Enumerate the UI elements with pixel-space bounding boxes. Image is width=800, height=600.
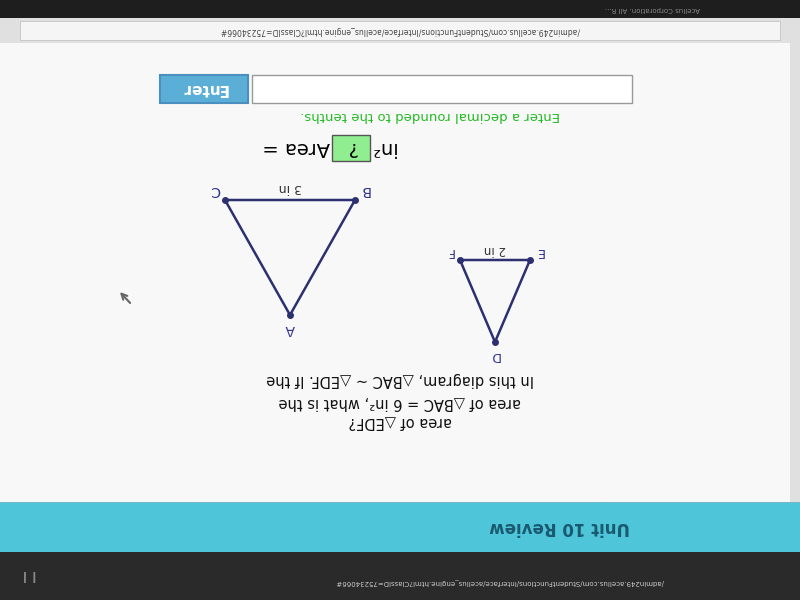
- Text: Unit 10 Review: Unit 10 Review: [490, 518, 630, 536]
- Bar: [0, 43, 800, 502]
- Bar: [0, 0, 800, 18]
- Text: Area =: Area =: [256, 139, 330, 157]
- Bar: [0, 502, 800, 552]
- Text: 2 in: 2 in: [484, 242, 506, 256]
- Text: ❙❙: ❙❙: [20, 571, 46, 581]
- Text: D: D: [490, 349, 500, 361]
- Text: E: E: [536, 245, 544, 257]
- Bar: [0, 552, 800, 600]
- Text: /admin249.acellus.com/StudentFunctions/Interface/acellus_engine.html?ClassID=752: /admin249.acellus.com/StudentFunctions/I…: [221, 26, 579, 35]
- Text: B: B: [360, 183, 370, 197]
- Bar: [0, 18, 800, 43]
- Bar: [20, 21, 780, 40]
- Bar: [160, 75, 248, 103]
- Bar: [790, 43, 800, 502]
- Text: 3 in: 3 in: [278, 181, 302, 193]
- Text: A: A: [286, 322, 294, 336]
- Text: Enter a decimal rounded to the tenths.: Enter a decimal rounded to the tenths.: [300, 109, 560, 121]
- Text: Enter: Enter: [181, 82, 227, 97]
- Text: area of △EDF?: area of △EDF?: [348, 415, 452, 430]
- Text: in²: in²: [373, 139, 405, 157]
- Text: ?: ?: [346, 139, 356, 157]
- Text: area of △BAC = 6 in², what is the: area of △BAC = 6 in², what is the: [278, 395, 522, 410]
- Text: /admin249.acellus.com/StudentFunctions/Interface/acellus_engine.html?ClassID=752: /admin249.acellus.com/StudentFunctions/I…: [336, 578, 664, 586]
- Bar: [252, 75, 632, 103]
- Text: C: C: [210, 183, 220, 197]
- Text: F: F: [446, 245, 454, 257]
- Text: Acellus Corporation. All R...: Acellus Corporation. All R...: [605, 6, 700, 12]
- Text: In this diagram, △BAC ~ △EDF. If the: In this diagram, △BAC ~ △EDF. If the: [266, 373, 534, 388]
- Bar: [332, 135, 370, 161]
